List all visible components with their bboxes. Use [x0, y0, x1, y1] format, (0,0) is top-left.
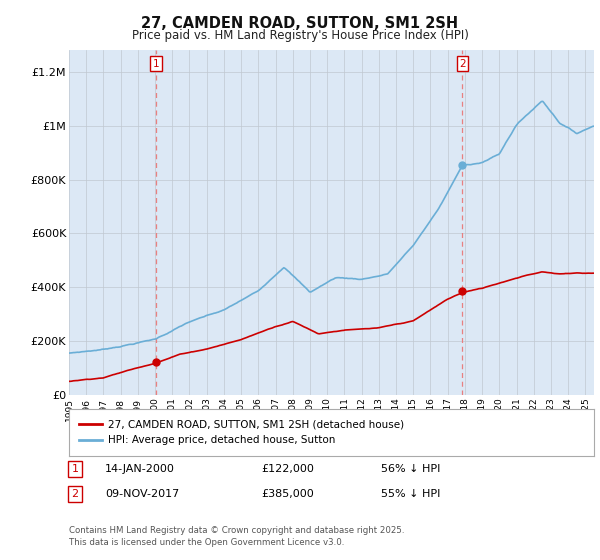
Text: 1: 1 — [71, 464, 79, 474]
Text: 14-JAN-2000: 14-JAN-2000 — [105, 464, 175, 474]
Text: Price paid vs. HM Land Registry's House Price Index (HPI): Price paid vs. HM Land Registry's House … — [131, 29, 469, 42]
Text: 2: 2 — [459, 59, 466, 69]
Text: 1: 1 — [152, 59, 159, 69]
Text: 56% ↓ HPI: 56% ↓ HPI — [381, 464, 440, 474]
Legend: 27, CAMDEN ROAD, SUTTON, SM1 2SH (detached house), HPI: Average price, detached : 27, CAMDEN ROAD, SUTTON, SM1 2SH (detach… — [79, 420, 404, 445]
Text: 09-NOV-2017: 09-NOV-2017 — [105, 489, 179, 499]
Text: Contains HM Land Registry data © Crown copyright and database right 2025.
This d: Contains HM Land Registry data © Crown c… — [69, 526, 404, 547]
Text: 2: 2 — [71, 489, 79, 499]
Text: 27, CAMDEN ROAD, SUTTON, SM1 2SH: 27, CAMDEN ROAD, SUTTON, SM1 2SH — [142, 16, 458, 31]
Text: £122,000: £122,000 — [261, 464, 314, 474]
Text: £385,000: £385,000 — [261, 489, 314, 499]
Text: 55% ↓ HPI: 55% ↓ HPI — [381, 489, 440, 499]
